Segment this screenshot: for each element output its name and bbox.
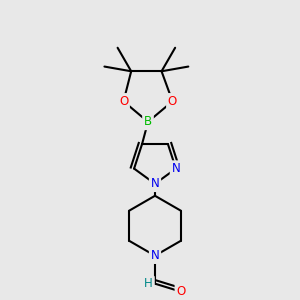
Text: B: B <box>144 116 152 128</box>
Text: N: N <box>172 162 180 175</box>
Text: O: O <box>168 95 177 108</box>
Text: N: N <box>151 177 159 190</box>
Text: O: O <box>176 285 186 298</box>
Text: N: N <box>151 249 159 262</box>
Text: H: H <box>144 277 153 290</box>
Text: O: O <box>119 95 128 108</box>
